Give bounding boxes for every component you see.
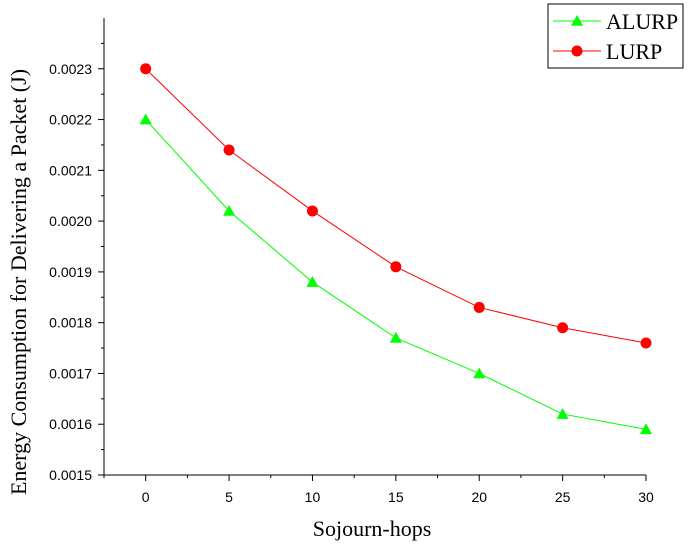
axis-ticks: 0.0015 0.0016 0.0017 0.0018 0.0019 0.0020 0.00…	[49, 42, 654, 505]
axes	[103, 18, 646, 476]
x-axis-title: Sojourn-hops	[313, 516, 432, 541]
legend: ALURP LURP	[547, 3, 684, 69]
data-point-alurp	[389, 331, 402, 343]
series-line-alurp	[145, 119, 647, 430]
y-tick-label: 0.0019	[49, 264, 92, 280]
data-point-lurp	[223, 144, 235, 156]
legend-label-lurp: LURP	[606, 39, 662, 64]
legend-marker-alurp	[571, 15, 583, 26]
data-point-lurp	[557, 322, 569, 334]
y-axis-title: Energy Consumption for Delivering a Pack…	[6, 69, 31, 495]
data-point-alurp	[223, 204, 236, 216]
y-tick-label: 0.0018	[49, 315, 92, 331]
data-point-lurp	[306, 205, 318, 217]
data-point-lurp	[640, 337, 652, 349]
x-tick-label: 15	[388, 489, 404, 505]
series-line-lurp	[145, 68, 647, 344]
data-point-lurp	[473, 301, 485, 313]
x-tick-label: 10	[305, 489, 321, 505]
y-tick-label: 0.0016	[49, 416, 92, 432]
x-tick-label: 30	[638, 489, 654, 505]
data-point-alurp	[640, 423, 652, 435]
y-tick-label: 0.0020	[49, 213, 92, 229]
data-point-alurp	[473, 367, 486, 379]
legend-marker-lurp	[571, 45, 583, 57]
data-point-lurp	[140, 63, 152, 75]
x-tick-label: 20	[471, 489, 487, 505]
x-tick-label: 5	[225, 489, 233, 505]
data-point-alurp	[306, 276, 319, 287]
data-point-alurp	[556, 408, 569, 419]
y-tick-label: 0.0021	[49, 162, 92, 178]
plot-series	[139, 63, 652, 435]
data-point-alurp	[139, 113, 152, 125]
y-tick-label: 0.0015	[49, 467, 92, 483]
legend-label-alurp: ALURP	[606, 9, 678, 34]
data-point-lurp	[390, 261, 402, 273]
y-tick-label: 0.0023	[49, 61, 92, 77]
x-tick-label: 25	[555, 489, 571, 505]
y-tick-label: 0.0022	[49, 112, 92, 128]
y-tick-label: 0.0017	[49, 365, 92, 381]
legend-box	[547, 3, 684, 69]
x-tick-label: 0	[142, 489, 150, 505]
